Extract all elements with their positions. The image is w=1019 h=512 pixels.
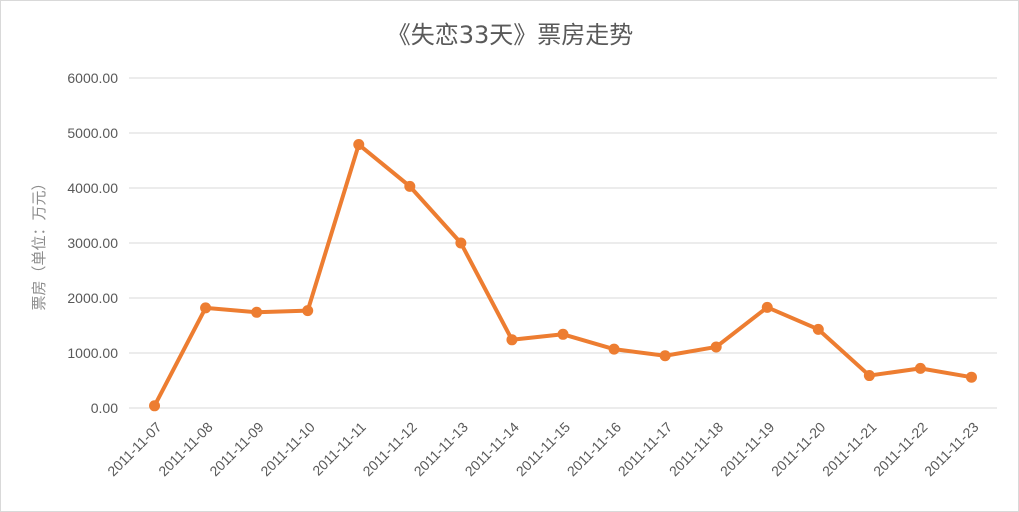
data-point [557,328,569,340]
data-point [761,301,773,313]
data-point [506,334,518,346]
data-point [812,323,824,335]
series-line [152,142,974,408]
x-tick-label: 2011-11-21 [819,419,880,480]
data-point [353,139,365,151]
x-tick-label: 2011-11-22 [870,419,931,480]
y-axis-label: 票房（单位：万元） [30,175,48,310]
x-tick-label: 2011-11-08 [155,419,216,480]
y-tick-label: 0.00 [91,400,118,416]
y-tick-label: 6000.00 [67,70,118,86]
data-point [863,370,875,382]
data-point [608,343,620,355]
x-tick-label: 2011-11-07 [104,419,165,480]
data-point [710,341,722,353]
chart-title: 《失恋33天》票房走势 [387,21,634,49]
data-point [659,350,671,362]
y-tick-label: 5000.00 [67,125,118,141]
data-point [914,362,926,374]
x-tick-label: 2011-11-19 [717,419,778,480]
x-tick-label: 2011-11-18 [666,419,727,480]
x-tick-label: 2011-11-16 [564,419,625,480]
series-box-office [149,139,977,412]
x-tick-label: 2011-11-17 [615,419,676,480]
x-tick-label: 2011-11-23 [921,419,982,480]
data-point [965,371,977,383]
data-point [251,306,263,318]
data-point [200,302,212,314]
y-tick-label: 3000.00 [67,235,118,251]
y-axis-ticks: 0.00 1000.00 2000.00 3000.00 4000.00 5000.00 6… [67,70,118,416]
x-tick-label: 2011-11-10 [257,419,318,480]
data-point [302,305,314,317]
y-tick-label: 1000.00 [67,345,118,361]
x-tick-label: 2011-11-09 [206,419,267,480]
x-tick-label: 2011-11-14 [462,419,523,480]
y-tick-label: 4000.00 [67,180,118,196]
x-tick-label: 2011-11-12 [359,419,420,480]
x-tick-label: 2011-11-20 [768,419,829,480]
x-tick-label: 2011-11-13 [411,419,472,480]
y-tick-label: 2000.00 [67,290,118,306]
data-point [404,180,416,192]
x-axis-ticks: 2011-11-072011-11-082011-11-092011-11-10… [104,419,982,480]
data-point [149,400,161,412]
data-point [455,237,467,249]
gridlines [129,77,997,409]
x-tick-label: 2011-11-15 [513,419,574,480]
